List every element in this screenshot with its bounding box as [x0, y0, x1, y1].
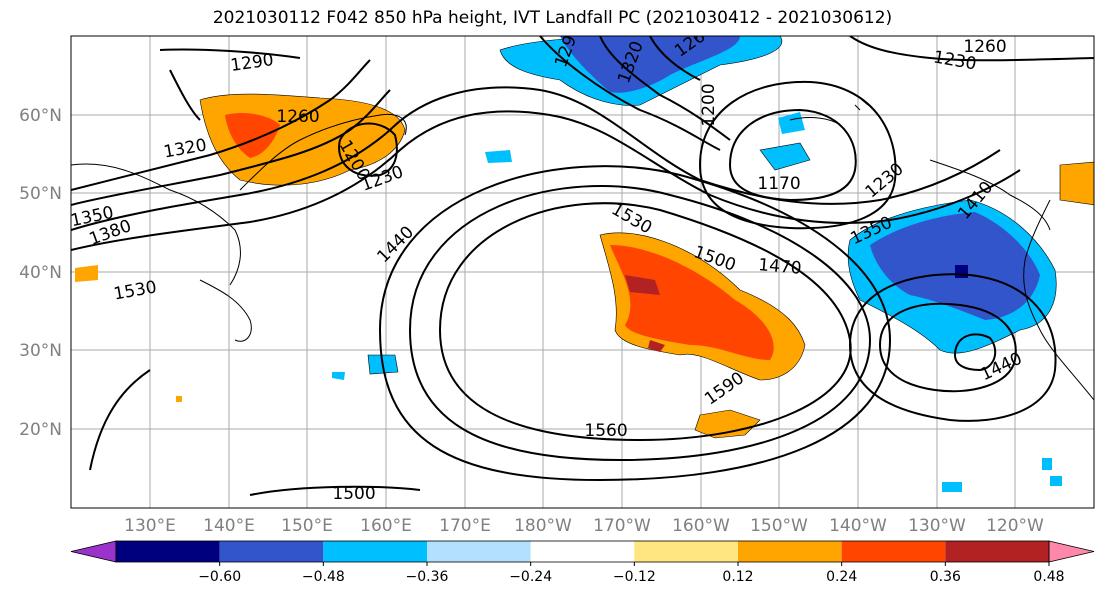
latitude-labels: 60°N 50°N 40°N 30°N 20°N	[19, 106, 62, 440]
colorbar-tick-label: −0.60	[198, 569, 241, 585]
colorbar-segment	[219, 541, 324, 562]
colorbar-tick-label: 0.36	[930, 569, 961, 585]
latitude-label: 60°N	[19, 106, 62, 126]
colorbar: −0.60 −0.48 −0.36 −0.24 −0.12 0.12 0.24 0.36 0.4…	[70, 540, 1095, 585]
longitude-label: 170°W	[593, 516, 651, 536]
contour-label: 1560	[584, 421, 627, 441]
colorbar-segment	[116, 541, 220, 562]
colorbar-segment	[323, 541, 427, 562]
colorbar-segment	[841, 541, 946, 562]
ivt-positive-shading	[75, 93, 1094, 439]
colorbar-tick-label: −0.12	[613, 569, 656, 585]
map-border	[70, 35, 1095, 509]
colorbar-tick-label: −0.24	[509, 569, 552, 585]
ivt-negative-shading	[332, 36, 1062, 492]
colorbar-segment	[945, 541, 1049, 562]
longitude-label: 150°W	[750, 516, 808, 536]
colorbar-tick-label: 0.12	[722, 569, 753, 585]
map-title: 2021030112 F042 850 hPa height, IVT Land…	[212, 8, 893, 28]
longitude-label: 160°E	[360, 516, 412, 536]
contour-label: 1170	[757, 174, 800, 194]
colorbar-extend-high	[1048, 540, 1095, 563]
colorbar-tick-label: −0.48	[302, 569, 345, 585]
contour-label: 1260	[963, 37, 1006, 57]
colorbar-tick-label: −0.36	[406, 569, 449, 585]
longitude-label: 180°W	[514, 516, 572, 536]
longitude-label: 170°E	[439, 516, 491, 536]
colorbar-tick-label: 0.48	[1033, 569, 1064, 585]
contour-label: 1500	[332, 484, 375, 504]
height-contours	[71, 36, 1094, 496]
longitude-label: 150°E	[281, 516, 333, 536]
contour-label: 1260	[276, 107, 319, 127]
colorbar-segment	[427, 541, 531, 562]
longitude-label: 160°W	[672, 516, 730, 536]
latitude-label: 30°N	[19, 341, 62, 361]
colorbar-segment	[738, 541, 842, 562]
longitude-label: 130°E	[124, 516, 176, 536]
colorbar-extend-low	[70, 540, 117, 563]
longitude-label: 130°W	[908, 516, 966, 536]
contour-label: 1470	[757, 255, 802, 279]
colorbar-segment	[530, 541, 635, 562]
longitude-label: 140°E	[203, 516, 255, 536]
longitude-label: 120°W	[986, 516, 1044, 536]
latitude-label: 20°N	[19, 420, 62, 440]
latitude-label: 50°N	[19, 184, 62, 204]
colorbar-tick-label: 0.24	[826, 569, 857, 585]
latitude-label: 40°N	[19, 263, 62, 283]
colorbar-segment	[634, 541, 738, 562]
longitude-label: 140°W	[829, 516, 887, 536]
longitude-labels: 130°E 140°E 150°E 160°E 170°E 180°W 170°W 160°W…	[124, 516, 1044, 536]
contour-label: 1200	[699, 83, 719, 126]
